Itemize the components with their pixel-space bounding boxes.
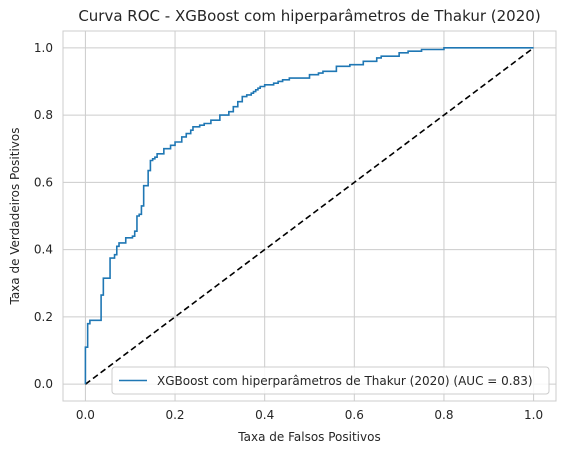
x-tick-label: 1.0 xyxy=(524,408,543,422)
x-tick-label: 0.2 xyxy=(165,408,184,422)
y-tick-label: 0.0 xyxy=(34,377,53,391)
y-axis-label: Taxa de Verdadeiros Positivos xyxy=(8,127,22,305)
legend: XGBoost com hiperparâmetros de Thakur (2… xyxy=(111,366,550,395)
legend-label: XGBoost com hiperparâmetros de Thakur (2… xyxy=(157,374,533,388)
random-classifier-line xyxy=(84,47,535,385)
y-tick-label: 1.0 xyxy=(34,41,53,55)
roc-curve-line xyxy=(84,47,534,385)
y-tick-label: 0.4 xyxy=(34,243,53,257)
legend-box xyxy=(111,366,550,395)
x-tick-label: 0.0 xyxy=(76,408,95,422)
tick-labels: 0.0 0.2 0.4 0.6 0.8 1.0 0.0 0.2 0.4 0.6 0.8 1.0 xyxy=(34,41,543,422)
x-axis-label: Taxa de Falsos Positivos xyxy=(237,430,380,444)
x-tick-label: 0.8 xyxy=(434,408,453,422)
chart-title: Curva ROC - XGBoost com hiperparâmetros … xyxy=(78,7,540,25)
y-tick-label: 0.8 xyxy=(34,108,53,122)
y-tick-label: 0.2 xyxy=(34,310,53,324)
series-layer xyxy=(84,47,535,385)
x-tick-label: 0.6 xyxy=(345,408,364,422)
y-tick-label: 0.6 xyxy=(34,175,53,189)
x-tick-label: 0.4 xyxy=(255,408,274,422)
